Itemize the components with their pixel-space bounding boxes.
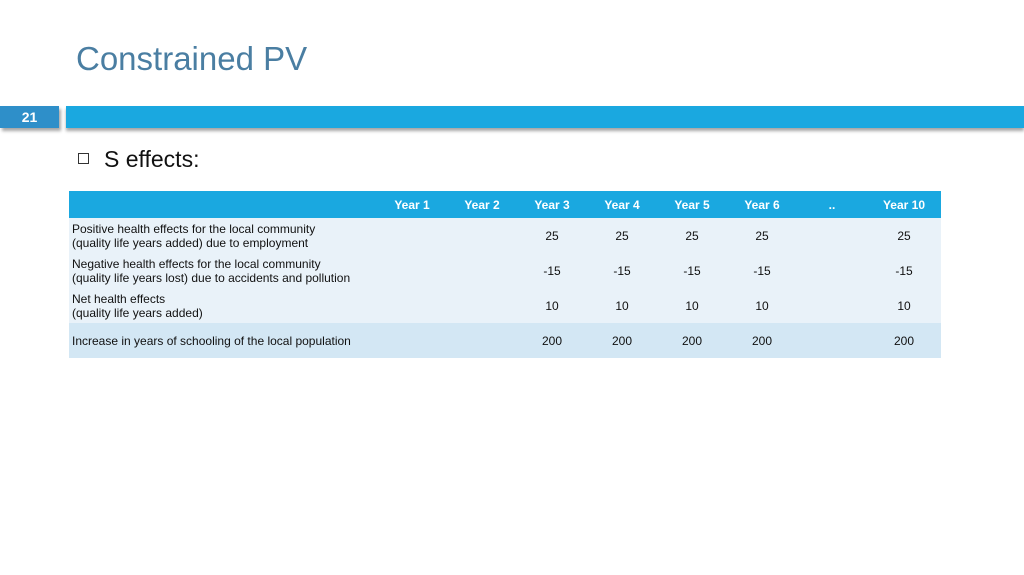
cell-year-5: 10 (657, 288, 727, 323)
cell-year-4: 25 (587, 218, 657, 253)
cell-year-1 (377, 253, 447, 288)
cell-year-3: 25 (517, 218, 587, 253)
cell-year-1 (377, 323, 447, 358)
cell-year-2 (447, 288, 517, 323)
header-year-3: Year 3 (517, 191, 587, 218)
cell-year-2 (447, 323, 517, 358)
cell-ellipsis (797, 288, 867, 323)
row-label-line1: Increase in years of schooling of the lo… (72, 333, 351, 348)
cell-year-6: 10 (727, 288, 797, 323)
slide-number: 21 (0, 106, 59, 128)
cell-year-4: -15 (587, 253, 657, 288)
row-label: Negative health effects for the local co… (69, 253, 377, 288)
cell-ellipsis (797, 323, 867, 358)
cell-year-3: 200 (517, 323, 587, 358)
cell-year-6: 200 (727, 323, 797, 358)
header-bar (66, 106, 1024, 128)
cell-ellipsis (797, 253, 867, 288)
cell-year-3: -15 (517, 253, 587, 288)
cell-year-10: 25 (867, 218, 941, 253)
header-year-10: Year 10 (867, 191, 941, 218)
header-year-6: Year 6 (727, 191, 797, 218)
bullet-text: S effects: (104, 146, 200, 172)
table-row: Negative health effects for the local co… (69, 253, 941, 288)
row-label-line1: Positive health effects for the local co… (72, 221, 316, 236)
cell-year-2 (447, 218, 517, 253)
cell-year-4: 200 (587, 323, 657, 358)
cell-year-4: 10 (587, 288, 657, 323)
cell-year-10: 10 (867, 288, 941, 323)
header-ellipsis: .. (797, 191, 867, 218)
cell-year-5: -15 (657, 253, 727, 288)
row-label-line2: (quality life years added) due to employ… (72, 235, 309, 250)
header-year-5: Year 5 (657, 191, 727, 218)
cell-year-1 (377, 288, 447, 323)
row-label: Net health effects (quality life years a… (69, 288, 377, 323)
cell-year-5: 200 (657, 323, 727, 358)
header-year-2: Year 2 (447, 191, 517, 218)
cell-year-1 (377, 218, 447, 253)
cell-year-5: 25 (657, 218, 727, 253)
header-year-4: Year 4 (587, 191, 657, 218)
table-row: Positive health effects for the local co… (69, 218, 941, 253)
table-header-row: Year 1 Year 2 Year 3 Year 4 Year 5 Year … (69, 191, 941, 218)
cell-year-10: 200 (867, 323, 941, 358)
slide-title: Constrained PV (76, 40, 308, 77)
header-year-1: Year 1 (377, 191, 447, 218)
row-label-line1: Negative health effects for the local co… (72, 256, 321, 271)
cell-year-3: 10 (517, 288, 587, 323)
row-label: Increase in years of schooling of the lo… (69, 323, 377, 358)
bullet-square-icon (78, 153, 89, 164)
table-row: Net health effects (quality life years a… (69, 288, 941, 323)
header-label (69, 191, 377, 218)
cell-year-10: -15 (867, 253, 941, 288)
cell-year-2 (447, 253, 517, 288)
effects-table: Year 1 Year 2 Year 3 Year 4 Year 5 Year … (69, 191, 941, 358)
row-label: Positive health effects for the local co… (69, 218, 377, 253)
row-label-line1: Net health effects (72, 291, 166, 306)
cell-ellipsis (797, 218, 867, 253)
cell-year-6: 25 (727, 218, 797, 253)
row-label-line2: (quality life years lost) due to acciden… (72, 270, 351, 285)
cell-year-6: -15 (727, 253, 797, 288)
table-row: Increase in years of schooling of the lo… (69, 323, 941, 358)
row-label-line2: (quality life years added) (72, 305, 203, 320)
